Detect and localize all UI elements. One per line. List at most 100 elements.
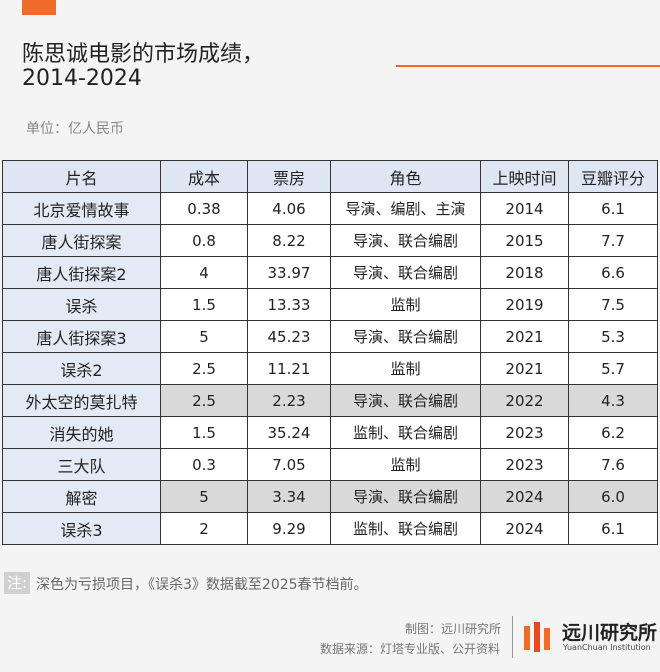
brand-en: YuanChuan Institution bbox=[563, 643, 651, 652]
row-label: 误杀3 bbox=[2, 512, 161, 545]
table-row: 三大队 0.3 7.05 监制 2023 7.6 bbox=[2, 448, 658, 481]
title: 陈思诚电影的市场成绩， bbox=[22, 42, 265, 67]
cell: 5.7 bbox=[568, 352, 658, 385]
cell: 7.05 bbox=[247, 448, 331, 481]
cell: 11.21 bbox=[247, 352, 331, 385]
table-row: 误杀2 2.5 11.21 监制 2021 5.7 bbox=[2, 352, 658, 385]
row-label: 解密 bbox=[2, 480, 161, 513]
cell: 35.24 bbox=[247, 416, 331, 449]
cell: 9.29 bbox=[247, 512, 331, 545]
row-label: 误杀2 bbox=[2, 352, 161, 385]
cell: 监制 bbox=[330, 448, 481, 481]
cell: 4.3 bbox=[568, 384, 658, 417]
cell: 2 bbox=[160, 512, 248, 545]
cell: 2024 bbox=[480, 480, 569, 513]
note-label: 注: bbox=[4, 572, 30, 594]
cell: 7.6 bbox=[568, 448, 658, 481]
table-row: 误杀 1.5 13.33 监制 2019 7.5 bbox=[2, 288, 658, 321]
row-label: 消失的她 bbox=[2, 416, 161, 449]
brand: 远川研究所 bbox=[562, 622, 658, 644]
cell: 13.33 bbox=[247, 288, 331, 321]
cell: 2021 bbox=[480, 352, 569, 385]
credit: 制图：远川研究所 bbox=[405, 622, 502, 636]
cell: 2023 bbox=[480, 448, 569, 481]
row-label: 外太空的莫扎特 bbox=[2, 384, 161, 417]
cell: 5 bbox=[160, 480, 248, 513]
cell: 导演、编剧、主演 bbox=[330, 192, 481, 225]
table: 片名 成本 票房 角色 上映时间 豆瓣评分 北京爱情故事 0.38 4.06 导演、编剧、主演 2… bbox=[2, 160, 658, 545]
cell: 监制、联合编剧 bbox=[330, 512, 481, 545]
table-row: 外太空的莫扎特 2.5 2.23 导演、联合编剧 2022 4.3 bbox=[2, 384, 658, 417]
cell: 6.2 bbox=[568, 416, 658, 449]
cell: 6.1 bbox=[568, 512, 658, 545]
cell: 2021 bbox=[480, 320, 569, 353]
cell: 0.3 bbox=[160, 448, 248, 481]
cell: 3.34 bbox=[247, 480, 331, 513]
column-header: 角色 bbox=[330, 160, 481, 193]
cell: 2014 bbox=[480, 192, 569, 225]
cell: 2023 bbox=[480, 416, 569, 449]
cell: 1.5 bbox=[160, 288, 248, 321]
cell: 监制、联合编剧 bbox=[330, 416, 481, 449]
row-label: 北京爱情故事 bbox=[2, 192, 161, 225]
cell: 33.97 bbox=[247, 256, 331, 289]
cell: 5.3 bbox=[568, 320, 658, 353]
row-label: 三大队 bbox=[2, 448, 161, 481]
row-label: 误杀 bbox=[2, 288, 161, 321]
cell: 8.22 bbox=[247, 224, 331, 257]
column-header: 票房 bbox=[247, 160, 331, 193]
cell: 6.6 bbox=[568, 256, 658, 289]
cell: 6.1 bbox=[568, 192, 658, 225]
table-row: 唐人街探案2 4 33.97 导演、联合编剧 2018 6.6 bbox=[2, 256, 658, 289]
cell: 导演、联合编剧 bbox=[330, 224, 481, 257]
cell: 1.5 bbox=[160, 416, 248, 449]
cell: 2022 bbox=[480, 384, 569, 417]
cell: 2018 bbox=[480, 256, 569, 289]
cell: 2.23 bbox=[247, 384, 331, 417]
cell: 0.38 bbox=[160, 192, 248, 225]
cell: 6.0 bbox=[568, 480, 658, 513]
header-row: 片名 成本 票房 角色 上映时间 豆瓣评分 bbox=[2, 160, 658, 193]
cell: 7.5 bbox=[568, 288, 658, 321]
cell: 2015 bbox=[480, 224, 569, 257]
table-row: 唐人街探案 0.8 8.22 导演、联合编剧 2015 7.7 bbox=[2, 224, 658, 257]
cell: 5 bbox=[160, 320, 248, 353]
table-row: 唐人街探案3 5 45.23 导演、联合编剧 2021 5.3 bbox=[2, 320, 658, 353]
cell: 0.8 bbox=[160, 224, 248, 257]
cell: 4 bbox=[160, 256, 248, 289]
divider bbox=[512, 616, 513, 658]
source: 数据来源：灯塔专业版、公开资料 bbox=[320, 642, 501, 656]
cell: 45.23 bbox=[247, 320, 331, 353]
unit: 单位：亿人民币 bbox=[26, 121, 124, 137]
table-body: 北京爱情故事 0.38 4.06 导演、编剧、主演 2014 6.1 唐人街探案 0.8 8.2… bbox=[2, 192, 658, 545]
cell: 监制 bbox=[330, 288, 481, 321]
cell: 7.7 bbox=[568, 224, 658, 257]
cell: 监制 bbox=[330, 352, 481, 385]
cell: 4.06 bbox=[247, 192, 331, 225]
table-row: 北京爱情故事 0.38 4.06 导演、编剧、主演 2014 6.1 bbox=[2, 192, 658, 225]
cell: 导演、联合编剧 bbox=[330, 320, 481, 353]
cell: 2.5 bbox=[160, 384, 248, 417]
row-label: 唐人街探案 bbox=[2, 224, 161, 257]
logo bbox=[524, 622, 550, 652]
table-row: 误杀3 2 9.29 监制、联合编剧 2024 6.1 bbox=[2, 512, 658, 545]
table-row: 消失的她 1.5 35.24 监制、联合编剧 2023 6.2 bbox=[2, 416, 658, 449]
column-header: 片名 bbox=[2, 160, 161, 193]
cell: 2024 bbox=[480, 512, 569, 545]
cell: 导演、联合编剧 bbox=[330, 256, 481, 289]
row-label: 唐人街探案2 bbox=[2, 256, 161, 289]
table-row: 解密 5 3.34 导演、联合编剧 2024 6.0 bbox=[2, 480, 658, 513]
column-header: 上映时间 bbox=[480, 160, 569, 193]
title: 2014-2024 bbox=[22, 66, 142, 91]
accent-line bbox=[396, 65, 660, 67]
note: 深色为亏损项目，《误杀3》数据截至2025春节档前。 bbox=[36, 577, 368, 593]
column-header: 豆瓣评分 bbox=[568, 160, 658, 193]
cell: 导演、联合编剧 bbox=[330, 480, 481, 513]
cell: 2.5 bbox=[160, 352, 248, 385]
accent-bar bbox=[22, 0, 56, 15]
row-label: 唐人街探案3 bbox=[2, 320, 161, 353]
cell: 2019 bbox=[480, 288, 569, 321]
cell: 导演、联合编剧 bbox=[330, 384, 481, 417]
column-header: 成本 bbox=[160, 160, 248, 193]
